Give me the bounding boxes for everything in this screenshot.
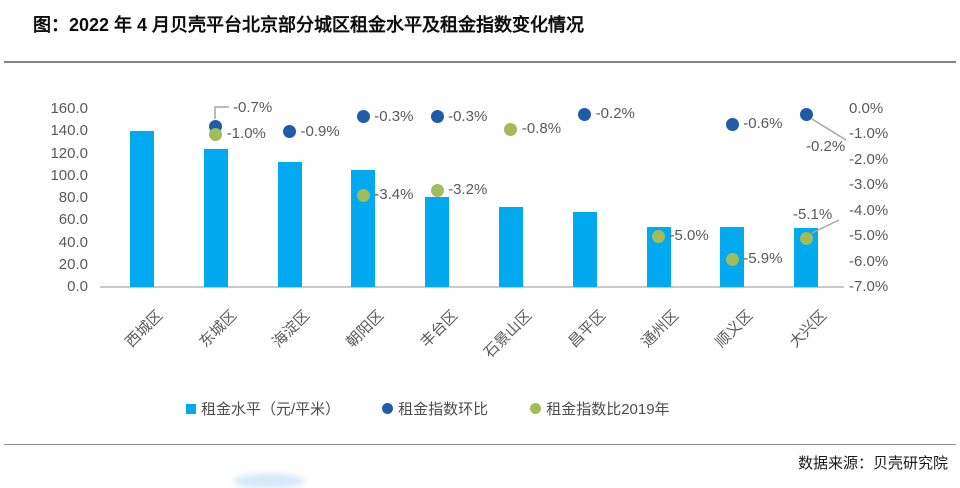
data-label: -0.2%	[806, 138, 846, 155]
dot-mom-index	[578, 107, 592, 121]
y-axis-tick-left: 40.0	[58, 233, 88, 251]
y-axis-tick-right: -5.0%	[849, 227, 889, 245]
dot-mom-index	[430, 110, 444, 124]
data-label: -0.9%	[300, 122, 340, 140]
bar-column	[277, 162, 302, 287]
x-axis-label: 东城区	[195, 307, 240, 351]
x-axis-label: 西城区	[122, 307, 167, 351]
data-label: -3.2%	[448, 181, 488, 199]
y-axis-tick-right: -2.0%	[849, 150, 889, 168]
bar-column	[572, 212, 597, 287]
y-axis-tick-right: 0.0%	[849, 100, 884, 117]
bar-column	[425, 196, 450, 287]
legend-label-mom-index: 租金指数环比	[398, 401, 489, 418]
chart-legend: 租金水平（元/平米） 租金指数环比 租金指数比2019年	[186, 398, 670, 419]
watermark-smudge	[233, 474, 305, 488]
y-axis-tick-right: -7.0%	[849, 278, 889, 295]
dot-mom-index	[725, 117, 739, 131]
dot-vs2019-index	[430, 183, 444, 197]
x-axis-label: 海淀区	[269, 307, 314, 351]
legend-vs2019-dot-icon	[530, 403, 542, 414]
x-axis-label: 朝阳区	[343, 307, 388, 351]
y-axis-tick-right: -3.0%	[849, 176, 889, 194]
y-axis-tick-left: 0.0	[67, 278, 88, 295]
legend-mom-dot-icon	[382, 403, 394, 414]
y-axis-tick-left: 140.0	[50, 122, 88, 140]
figure-title: 图：2022 年 4 月贝壳平台北京部分城区租金水平及租金指数变化情况	[33, 15, 585, 35]
legend-label-vs2019-index: 租金指数比2019年	[546, 401, 670, 418]
y-axis-tick-right: -4.0%	[849, 201, 889, 219]
y-axis-tick-left: 20.0	[58, 255, 88, 273]
legend-bar-marker-icon	[186, 403, 196, 414]
dot-mom-index	[799, 107, 813, 121]
y-axis-tick-right: -1.0%	[849, 125, 889, 143]
legend-label-rent-level: 租金水平（元/平米）	[201, 401, 341, 418]
dot-vs2019-index	[209, 127, 223, 141]
dot-vs2019-index	[356, 188, 370, 202]
x-axis-label: 丰台区	[417, 307, 462, 351]
data-label: -0.6%	[743, 115, 783, 133]
y-axis-tick-left: 160.0	[50, 100, 88, 117]
x-axis-label: 顺义区	[712, 307, 757, 351]
y-axis-tick-left: 60.0	[58, 211, 88, 229]
leader-line	[811, 118, 847, 141]
legend-item-vs2019-index: 租金指数比2019年	[530, 398, 670, 419]
data-label: -5.1%	[793, 206, 833, 223]
data-label: -3.4%	[374, 186, 414, 204]
data-source-text: 数据来源：贝壳研究院	[797, 455, 948, 472]
x-axis-label: 昌平区	[564, 307, 609, 351]
data-label: -0.3%	[374, 107, 414, 125]
leader-line	[214, 106, 229, 119]
bar-column	[498, 206, 523, 287]
data-label: -0.2%	[595, 105, 635, 123]
dot-mom-index	[356, 110, 370, 124]
y-axis-tick-left: 100.0	[50, 166, 88, 184]
data-label: -5.0%	[669, 227, 709, 245]
x-axis-label: 大兴区	[786, 307, 831, 351]
dot-vs2019-index	[504, 122, 518, 136]
data-label: -0.7%	[233, 99, 273, 116]
footer-divider	[4, 444, 956, 445]
dot-vs2019-index	[652, 229, 665, 243]
data-label: -0.8%	[521, 120, 562, 138]
data-label: -5.9%	[743, 250, 783, 268]
bar-column	[351, 170, 376, 287]
x-axis-label: 通州区	[638, 307, 683, 351]
bar-column	[129, 131, 154, 287]
x-axis-line	[100, 286, 844, 288]
y-axis-tick-left: 120.0	[50, 144, 88, 162]
legend-item-rent-level: 租金水平（元/平米）	[186, 398, 340, 419]
x-axis-label: 石景山区	[480, 307, 536, 362]
bar-column	[203, 149, 228, 287]
dot-vs2019-index	[799, 232, 813, 246]
title-divider	[4, 61, 956, 63]
y-axis-tick-right: -6.0%	[849, 252, 889, 270]
dot-mom-index	[283, 125, 296, 139]
data-label: -0.3%	[448, 107, 488, 125]
y-axis-tick-left: 80.0	[58, 189, 88, 206]
data-label: -1.0%	[226, 125, 266, 143]
legend-item-mom-index: 租金指数环比	[382, 398, 488, 419]
dot-vs2019-index	[725, 252, 739, 266]
